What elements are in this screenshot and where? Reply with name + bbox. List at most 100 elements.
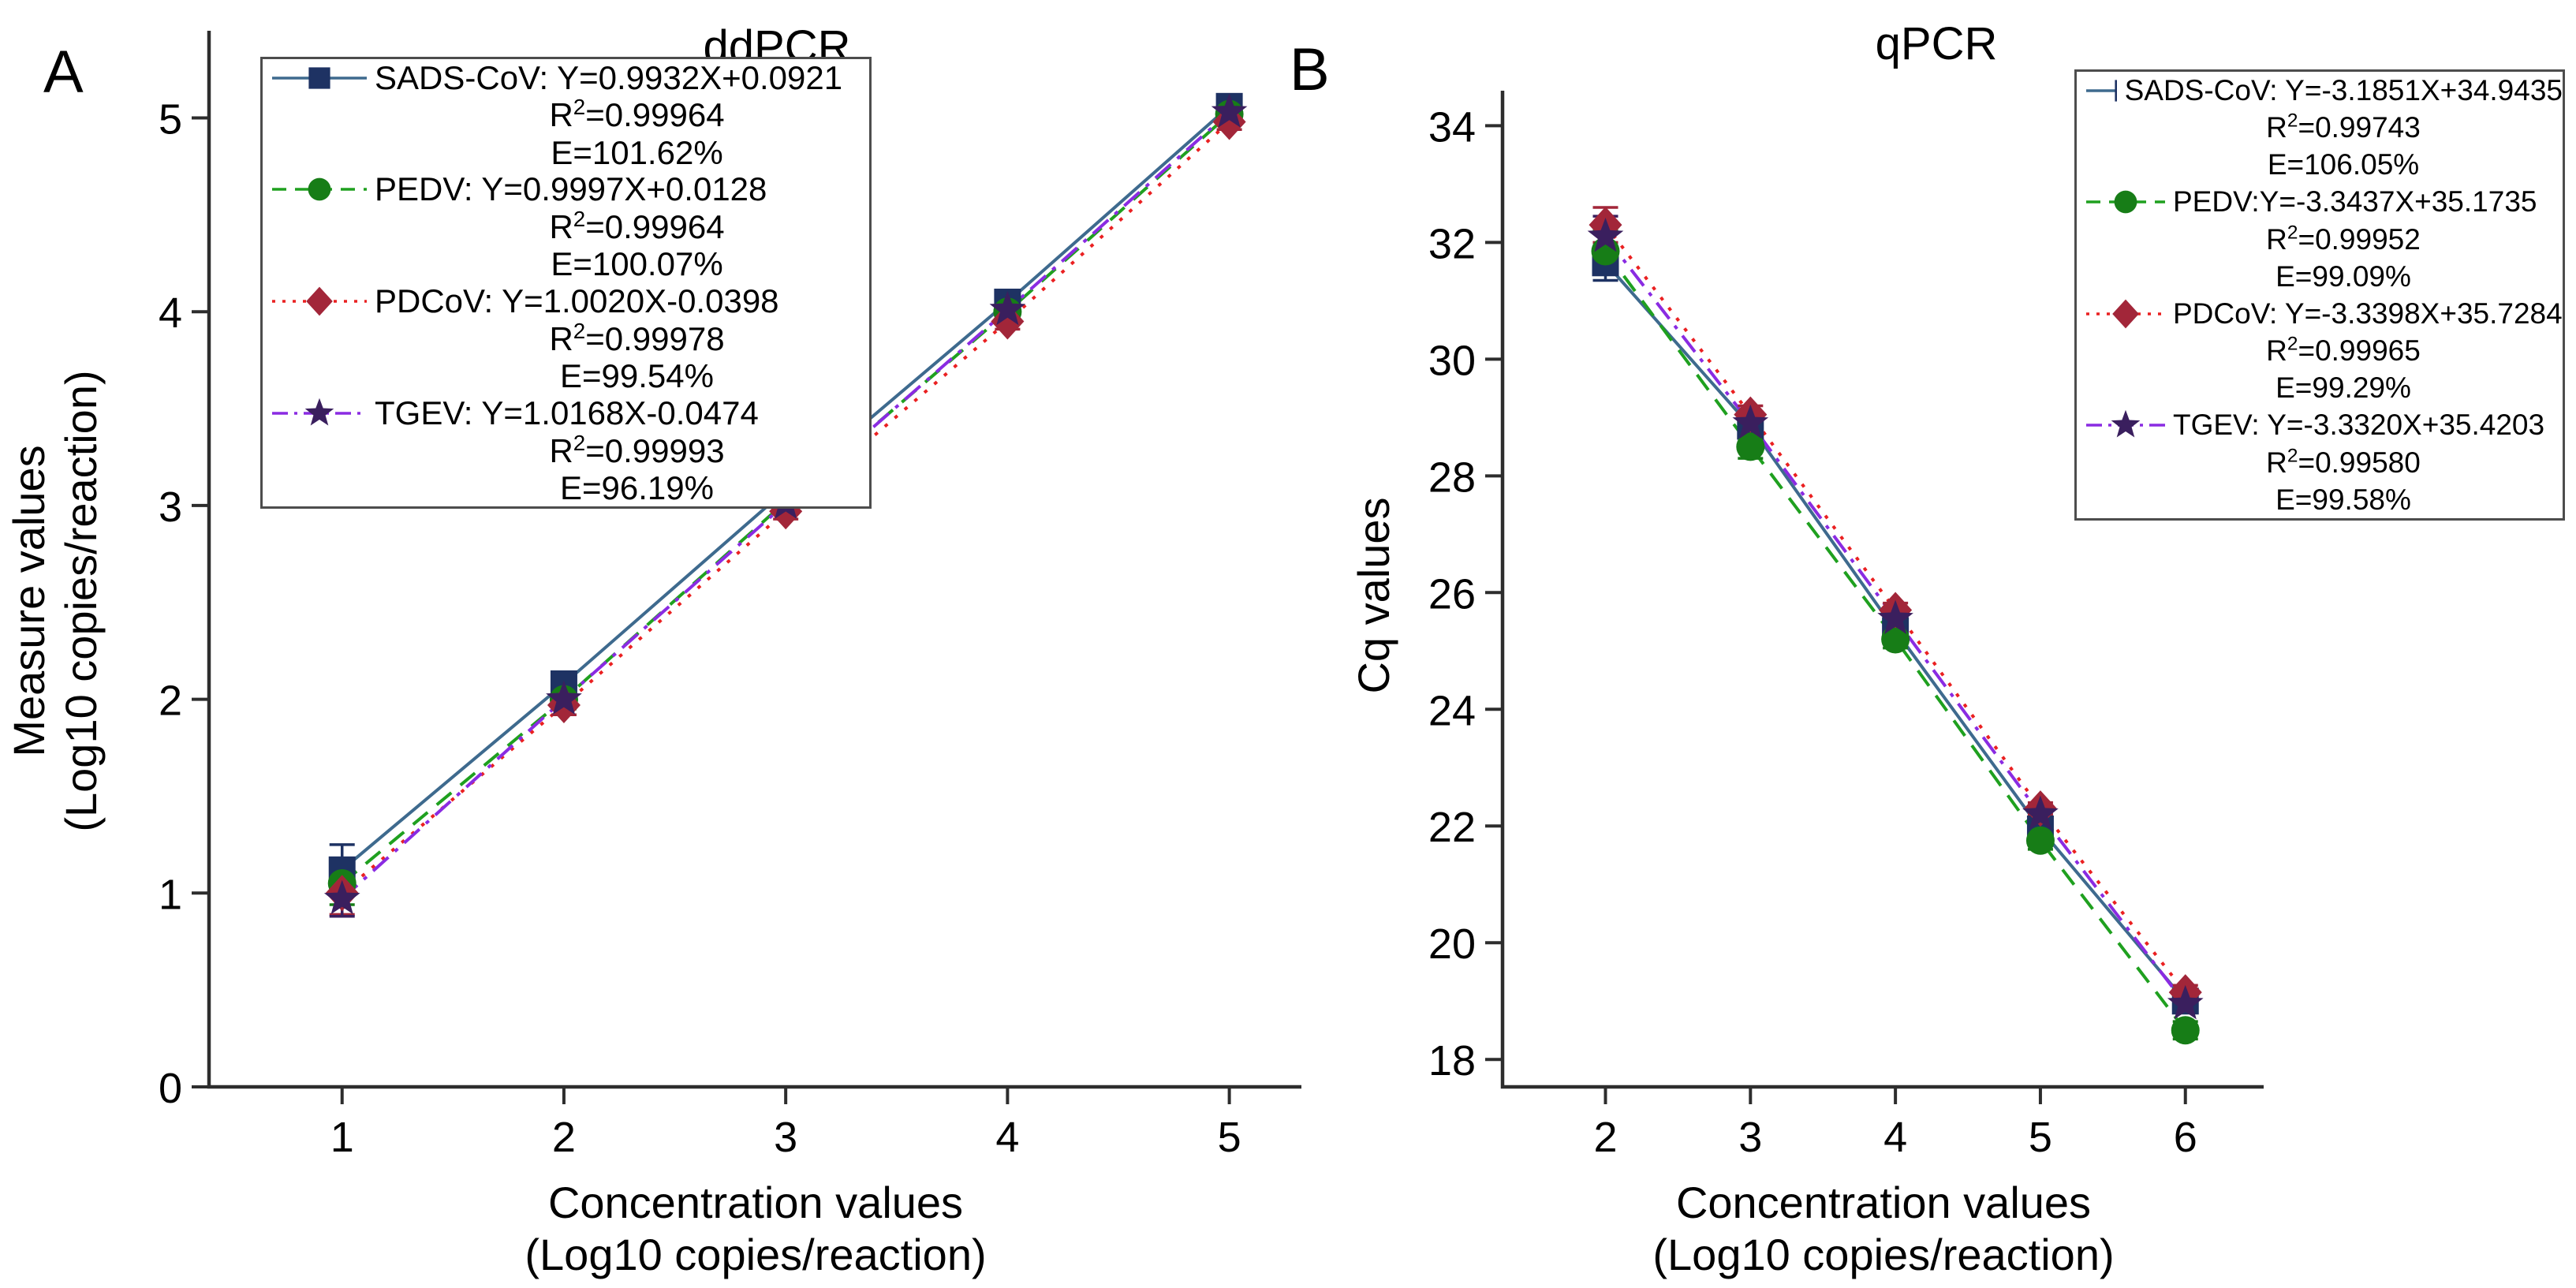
x-tick-label: 1 [330,1114,354,1161]
y-tick-label: 34 [1428,103,1476,151]
legend-diamond-sample-icon [2086,299,2165,328]
y-tick-label: 30 [1428,337,1476,384]
circle-marker [2114,190,2137,214]
diamond-marker [991,303,1025,340]
legend-series-label: SADS-CoV: Y=-3.1851X+34.9435 [2124,73,2563,106]
legend-efficiency: E=99.54% [560,357,714,394]
y-tick-label: 1 [159,871,182,918]
legend-series-line: SADS-CoV: Y=0.9932X+0.0921 [263,59,869,96]
legend-square-sample-icon [272,67,367,89]
star-marker [1587,218,1624,252]
panel-b-x-axis-title-line2: (Log10 copies/reaction) [1652,1230,2115,1279]
legend-square-sample-icon [2086,79,2117,102]
legend-circle-sample-icon [272,177,367,201]
x-tick-label: 2 [552,1114,576,1161]
diamond-marker [306,286,333,316]
legend-efficiency: E=100.07% [551,245,723,283]
y-tick-label: 20 [1428,920,1476,968]
legend-series-label: PDCoV: Y=-3.3398X+35.7284 [2173,297,2563,330]
star-marker [304,398,334,426]
circle-marker [1736,432,1765,461]
y-tick-label: 22 [1428,804,1476,851]
legend-series-line: PDCoV: Y=1.0020X-0.0398 [263,282,869,320]
legend-r-squared: R2=0.99965 [2266,333,2421,368]
legend-r-squared: R2=0.99743 [2266,110,2421,144]
star-marker [2111,409,2141,438]
panel-a-y-axis-title-line1: Measure values [4,445,54,757]
legend-star-sample-icon [2086,409,2165,438]
panel-b-title: qPCR [1875,18,1998,69]
legend-r-squared: R2=0.99952 [2266,222,2421,256]
x-tick-label: 6 [2174,1114,2197,1161]
star-marker [1211,93,1248,128]
x-tick-label: 3 [774,1114,797,1161]
legend-entry-SADS-CoV: SADS-CoV: Y=-3.1851X+34.9435 R2=0.99743 E=… [2077,72,2563,183]
legend-entry-PEDV: PEDV:Y=-3.3437X+35.1735 R2=0.99952 E=99.09… [2077,183,2563,294]
panel-b-y-axis-title: Cq values [1348,359,1400,832]
legend-r-squared: R2=0.99964 [549,207,725,245]
y-tick-label: 24 [1428,687,1476,734]
x-tick-label: 4 [1883,1114,1907,1161]
legend-efficiency: E=99.58% [2275,483,2411,516]
x-tick-label: 3 [1738,1114,1762,1161]
star-marker [2167,984,2204,1020]
legend-series-line: TGEV: Y=-3.3320X+35.4203 [2077,406,2563,443]
legend-r-squared: R2=0.99978 [549,318,725,357]
legend-efficiency: E=99.29% [2275,371,2411,405]
legend-series-label: TGEV: Y=-3.3320X+35.4203 [2173,408,2545,441]
circle-marker [2025,826,2055,855]
axes [1500,91,2264,1089]
legend-efficiency: E=106.05% [2267,148,2420,181]
star-marker [323,879,360,915]
x-tick-label: 4 [995,1114,1019,1161]
star-marker [989,290,1026,326]
star-marker [546,680,582,715]
legend-series-label: SADS-CoV: Y=0.9932X+0.0921 [375,58,843,96]
legend-entry-PEDV: PEDV: Y=0.9997X+0.0128 R2=0.99964 E=100.07… [263,170,869,283]
legend-star-sample-icon [272,398,367,426]
legend-r-squared: R2=0.99580 [2266,445,2421,479]
legend-entry-PDCoV: PDCoV: Y=1.0020X-0.0398 R2=0.99978 E=99.54… [263,282,869,395]
panel-a-x-axis-title: Concentration values (Log10 copies/react… [525,1177,986,1281]
panel-a-y-axis-title-line2: (Log10 copies/reaction) [56,370,106,832]
panel-b-letter: B [1290,36,1330,103]
x-tick-label: 2 [1593,1114,1617,1161]
y-tick-label: 26 [1428,570,1476,618]
legend-series-label: TGEV: Y=1.0168X-0.0474 [375,394,759,431]
circle-marker [2171,1016,2200,1045]
star-marker [1732,404,1769,439]
legend-entry-SADS-CoV: SADS-CoV: Y=0.9932X+0.0921 R2=0.99964 E=10… [263,59,869,171]
legend-r-squared: R2=0.99964 [549,95,725,134]
panel-a-y-axis-title: Measure values (Log10 copies/reaction) [3,167,107,1035]
panel-a-letter: A [43,39,84,106]
legend-series-line: PDCoV: Y=-3.3398X+35.7284 [2077,295,2563,332]
legend-series-line: SADS-CoV: Y=-3.1851X+34.9435 [2077,72,2563,109]
legend-series-label: PDCoV: Y=1.0020X-0.0398 [375,282,779,320]
square-marker [308,67,330,89]
x-tick-label: 5 [1218,1114,1241,1161]
legend-series-line: PEDV:Y=-3.3437X+35.1735 [2077,183,2563,220]
star-marker [1877,599,1913,634]
panel-a-x-axis-title-line1: Concentration values [547,1178,964,1227]
legend-efficiency: E=99.09% [2275,259,2411,293]
legend-diamond-sample-icon [272,286,367,316]
diamond-marker [2112,299,2139,328]
legend-entry-TGEV: TGEV: Y=1.0168X-0.0474 R2=0.99993 E=96.19% [263,394,869,506]
legend-efficiency: E=96.19% [560,469,714,506]
panel-b-y-axis-title-line1: Cq values [1349,497,1398,694]
panel-b-legend: SADS-CoV: Y=-3.1851X+34.9435 R2=0.99743 E=… [2074,69,2565,521]
circle-marker [308,177,331,201]
panel-b-x-axis-title-line1: Concentration values [1675,1178,2092,1227]
y-tick-label: 5 [159,96,182,144]
y-tick-label: 0 [159,1065,182,1112]
square-marker [2115,79,2117,102]
y-tick-label: 2 [159,678,182,725]
y-tick-label: 18 [1428,1037,1476,1085]
panel-a-legend: SADS-CoV: Y=0.9932X+0.0921 R2=0.99964 E=10… [260,57,872,509]
y-tick-label: 28 [1428,454,1476,501]
legend-series-line: TGEV: Y=1.0168X-0.0474 [263,394,869,431]
x-tick-label: 5 [2029,1114,2052,1161]
